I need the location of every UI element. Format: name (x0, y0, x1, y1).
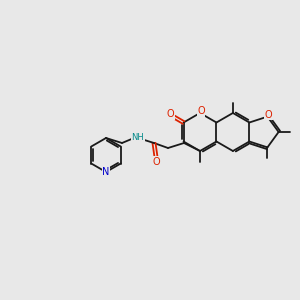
Text: O: O (152, 157, 160, 167)
Text: NH: NH (132, 133, 144, 142)
Text: O: O (167, 109, 174, 119)
Text: N: N (102, 167, 110, 177)
Text: O: O (265, 110, 272, 120)
Text: O: O (197, 106, 205, 116)
